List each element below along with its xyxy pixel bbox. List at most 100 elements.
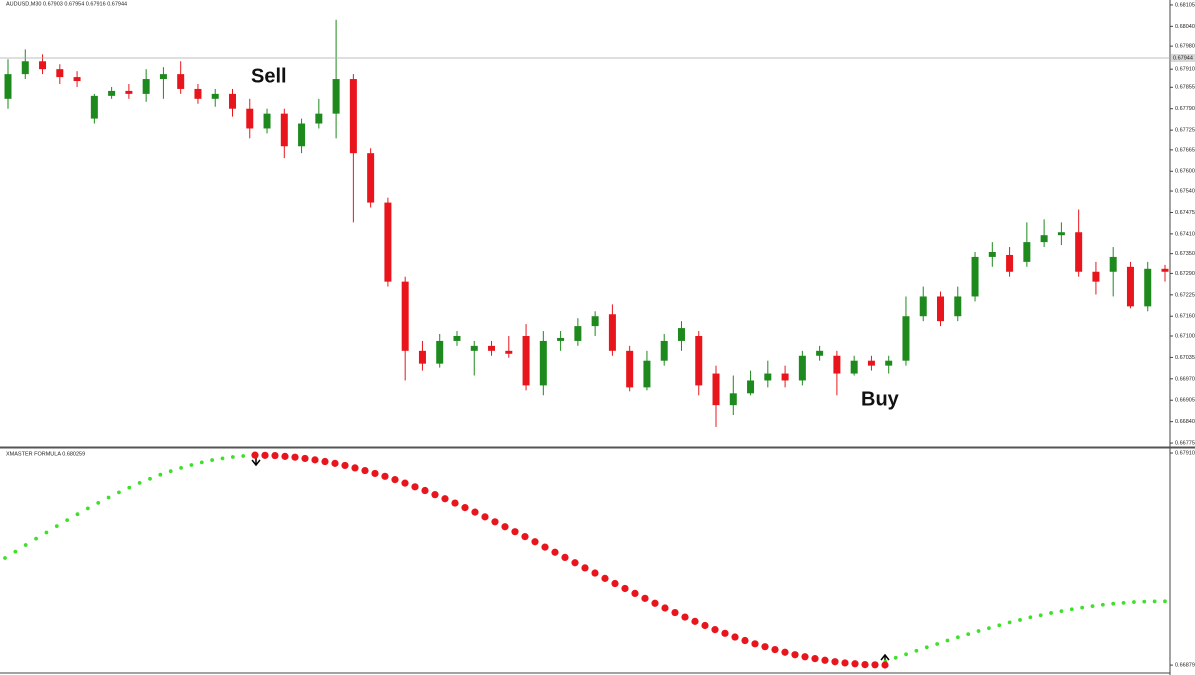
candles bbox=[4, 19, 1169, 427]
candle-body bbox=[1092, 271, 1100, 282]
indicator-dot bbox=[661, 604, 669, 612]
indicator-dot bbox=[781, 648, 789, 656]
y-tick-label: 0.67410 bbox=[1175, 231, 1195, 237]
indicator-dot bbox=[230, 455, 235, 459]
candle-body bbox=[1040, 235, 1048, 243]
candle-body bbox=[453, 335, 461, 341]
current-price-label: 0.67944 bbox=[1173, 55, 1193, 61]
candle-body bbox=[90, 95, 98, 119]
candle-body bbox=[177, 74, 185, 89]
indicator-dot bbox=[75, 512, 80, 517]
indicator-dot bbox=[521, 533, 529, 541]
indicator-dot bbox=[871, 661, 879, 669]
candle-body bbox=[591, 316, 599, 327]
indicator-dot bbox=[1132, 600, 1136, 604]
current-price-box bbox=[1171, 53, 1195, 62]
candle-body bbox=[1109, 256, 1117, 272]
candle-body bbox=[246, 108, 254, 129]
candle-body bbox=[522, 335, 530, 386]
indicator-dot bbox=[1049, 611, 1053, 615]
indicator-dot bbox=[1038, 613, 1043, 618]
candle-body bbox=[108, 90, 116, 96]
indicator-dot bbox=[701, 621, 709, 630]
indicator-dot bbox=[1059, 609, 1064, 613]
indicator-dot bbox=[1080, 605, 1085, 610]
indicator-dot bbox=[591, 569, 599, 577]
candle-body bbox=[21, 61, 29, 75]
candle-body bbox=[643, 360, 651, 388]
indicator-dot bbox=[904, 652, 908, 657]
indicator-dot bbox=[3, 556, 7, 560]
indicator-dot bbox=[241, 454, 246, 458]
y-tick-label: 0.67600 bbox=[1175, 169, 1195, 175]
candle-body bbox=[315, 113, 323, 124]
y-tick-label: 0.67290 bbox=[1175, 271, 1195, 277]
indicator-dot bbox=[96, 500, 101, 505]
y-tick-label: 0.668795 bbox=[1175, 663, 1195, 669]
candle-body bbox=[919, 296, 927, 317]
candle-body bbox=[298, 123, 306, 147]
y-tick-label: 0.67225 bbox=[1175, 292, 1195, 298]
candle-body bbox=[488, 345, 496, 351]
candle-body bbox=[332, 79, 340, 114]
candle-body bbox=[194, 88, 202, 99]
y-tick-label: 0.67980 bbox=[1175, 44, 1195, 50]
indicator-dot bbox=[1163, 599, 1167, 604]
y-tick-label: 0.66905 bbox=[1175, 398, 1195, 404]
indicator-dot bbox=[801, 653, 809, 661]
indicator-dot bbox=[914, 648, 919, 653]
y-tick-label: 0.67725 bbox=[1175, 128, 1195, 134]
indicator-dot bbox=[651, 599, 659, 607]
candle-body bbox=[798, 355, 806, 381]
indicator-dot bbox=[117, 490, 121, 495]
y-tick-label: 0.67100 bbox=[1175, 333, 1195, 339]
indicator-dot bbox=[987, 626, 991, 631]
indicator-dot bbox=[361, 466, 369, 475]
y-tick-label: 0.67665 bbox=[1175, 147, 1195, 153]
indicator-dot bbox=[601, 574, 609, 582]
candle-body bbox=[747, 380, 755, 394]
candle-body bbox=[1023, 242, 1031, 262]
y-tick-label: 0.68040 bbox=[1175, 24, 1195, 30]
indicator-dot bbox=[1121, 600, 1126, 605]
indicator-dot bbox=[761, 643, 769, 651]
indicator-dot bbox=[997, 623, 1002, 628]
indicator-dot bbox=[441, 495, 449, 503]
indicator-dot bbox=[771, 645, 779, 654]
indicator-dot bbox=[341, 461, 349, 470]
indicator-dot bbox=[531, 538, 539, 546]
y-tick-label: 0.679103 bbox=[1175, 450, 1195, 456]
indicator-dot bbox=[721, 629, 729, 637]
y-tick-label: 0.66970 bbox=[1175, 376, 1195, 382]
candle-body bbox=[539, 340, 547, 386]
y-tick-label: 0.66775 bbox=[1175, 441, 1195, 447]
candle-body bbox=[1161, 268, 1169, 272]
indicator-dot bbox=[411, 483, 419, 491]
indicator-dot bbox=[741, 636, 749, 645]
indicator-dot bbox=[106, 495, 111, 500]
candle-body bbox=[1126, 266, 1134, 307]
candle-body bbox=[384, 202, 392, 282]
candle-body bbox=[1144, 268, 1152, 307]
indicator-dot bbox=[751, 640, 759, 648]
indicator-dot bbox=[571, 559, 579, 567]
candle-body bbox=[867, 360, 875, 366]
indicator-dot bbox=[331, 459, 339, 467]
indicator-dot bbox=[831, 658, 839, 666]
indicator-dot bbox=[1111, 601, 1116, 606]
indicator-dot bbox=[351, 464, 359, 472]
indicator-dot bbox=[281, 452, 289, 460]
candle-body bbox=[159, 74, 167, 80]
indicator-dot bbox=[681, 613, 689, 621]
indicator-dot bbox=[421, 486, 429, 495]
candle-body bbox=[833, 355, 841, 374]
indicator-dot bbox=[271, 451, 279, 460]
indicator-dot bbox=[561, 553, 569, 561]
indicator-dot bbox=[1090, 604, 1095, 609]
candle-body bbox=[937, 296, 945, 322]
buy-annotation: Buy bbox=[861, 388, 900, 410]
candle-body bbox=[608, 314, 616, 351]
candle-body bbox=[626, 350, 634, 388]
indicator-dot bbox=[291, 453, 299, 461]
candle-body bbox=[574, 326, 582, 341]
